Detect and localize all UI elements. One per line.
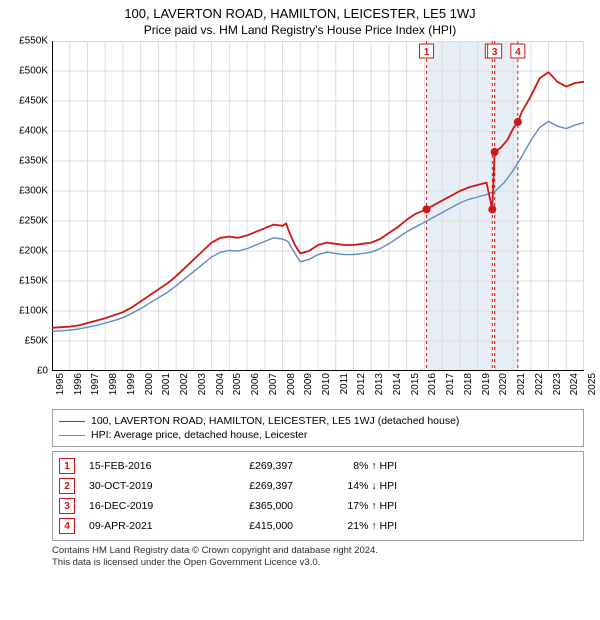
x-tick-label: 2007 (268, 373, 279, 395)
y-tick-label: £550K (19, 36, 48, 47)
event-pct: 8% ↑ HPI (307, 460, 397, 472)
event-date: 16-DEC-2019 (89, 500, 199, 512)
legend-label: 100, LAVERTON ROAD, HAMILTON, LEICESTER,… (91, 415, 459, 427)
y-tick-label: £350K (19, 156, 48, 167)
event-price: £415,000 (213, 520, 293, 532)
svg-text:1: 1 (424, 47, 430, 58)
y-tick-label: £400K (19, 126, 48, 137)
chart-svg: 1234 (52, 41, 584, 371)
x-tick-label: 2025 (587, 373, 598, 395)
x-tick-label: 2021 (516, 373, 527, 395)
y-tick-label: £100K (19, 306, 48, 317)
footer: Contains HM Land Registry data © Crown c… (52, 545, 584, 570)
event-date: 15-FEB-2016 (89, 460, 199, 472)
event-badge: 2 (59, 478, 75, 494)
x-tick-label: 2011 (339, 373, 350, 395)
x-tick-label: 2010 (321, 373, 332, 395)
event-date: 09-APR-2021 (89, 520, 199, 532)
y-tick-label: £50K (25, 336, 48, 347)
x-tick-label: 2012 (356, 373, 367, 395)
footer-line-1: Contains HM Land Registry data © Crown c… (52, 545, 584, 557)
x-tick-label: 1995 (55, 373, 66, 395)
plot-area: £0£50K£100K£150K£200K£250K£300K£350K£400… (52, 41, 584, 371)
event-row: 4 09-APR-2021 £415,000 21% ↑ HPI (59, 516, 577, 536)
svg-text:3: 3 (492, 47, 498, 58)
chart-container: 100, LAVERTON ROAD, HAMILTON, LEICESTER,… (0, 0, 600, 576)
event-badge: 3 (59, 498, 75, 514)
y-tick-label: £0 (37, 366, 48, 377)
x-tick-label: 2004 (215, 373, 226, 395)
event-badge: 4 (59, 518, 75, 534)
x-tick-label: 1999 (126, 373, 137, 395)
legend-item: 100, LAVERTON ROAD, HAMILTON, LEICESTER,… (59, 414, 577, 428)
y-tick-label: £250K (19, 216, 48, 227)
x-tick-label: 2008 (286, 373, 297, 395)
legend-swatch (59, 421, 85, 422)
x-tick-label: 1996 (73, 373, 84, 395)
x-tick-label: 2006 (250, 373, 261, 395)
y-tick-label: £450K (19, 96, 48, 107)
event-row: 3 16-DEC-2019 £365,000 17% ↑ HPI (59, 496, 577, 516)
x-tick-label: 2013 (374, 373, 385, 395)
x-tick-label: 2005 (232, 373, 243, 395)
x-tick-label: 2015 (410, 373, 421, 395)
footer-line-2: This data is licensed under the Open Gov… (52, 557, 584, 569)
x-tick-label: 2003 (197, 373, 208, 395)
x-tick-label: 1997 (90, 373, 101, 395)
x-tick-label: 2020 (498, 373, 509, 395)
x-tick-label: 2016 (427, 373, 438, 395)
x-tick-label: 1998 (108, 373, 119, 395)
y-tick-label: £300K (19, 186, 48, 197)
event-price: £269,397 (213, 480, 293, 492)
x-tick-label: 2024 (569, 373, 580, 395)
event-price: £365,000 (213, 500, 293, 512)
x-axis-labels: 1995 1996 1997 1998 1999 2000 2001 2002 2003 2004… (52, 371, 584, 405)
svg-text:4: 4 (515, 47, 521, 58)
event-pct: 17% ↑ HPI (307, 500, 397, 512)
event-price: £269,397 (213, 460, 293, 472)
x-tick-label: 2000 (144, 373, 155, 395)
x-tick-label: 2022 (534, 373, 545, 395)
chart-title: 100, LAVERTON ROAD, HAMILTON, LEICESTER,… (10, 6, 590, 21)
legend-label: HPI: Average price, detached house, Leic… (91, 429, 307, 441)
event-row: 1 15-FEB-2016 £269,397 8% ↑ HPI (59, 456, 577, 476)
x-tick-label: 2001 (161, 373, 172, 395)
x-tick-label: 2002 (179, 373, 190, 395)
legend: 100, LAVERTON ROAD, HAMILTON, LEICESTER,… (52, 409, 584, 447)
y-tick-label: £200K (19, 246, 48, 257)
event-badge: 1 (59, 458, 75, 474)
x-tick-label: 2017 (445, 373, 456, 395)
legend-item: HPI: Average price, detached house, Leic… (59, 428, 577, 442)
legend-swatch (59, 435, 85, 436)
x-tick-label: 2014 (392, 373, 403, 395)
y-tick-label: £500K (19, 66, 48, 77)
events-table: 1 15-FEB-2016 £269,397 8% ↑ HPI 2 30-OCT-2019… (52, 451, 584, 541)
x-tick-label: 2019 (481, 373, 492, 395)
x-tick-label: 2018 (463, 373, 474, 395)
x-tick-label: 2023 (552, 373, 563, 395)
y-tick-label: £150K (19, 276, 48, 287)
event-pct: 14% ↓ HPI (307, 480, 397, 492)
chart-subtitle: Price paid vs. HM Land Registry's House … (10, 23, 590, 37)
y-axis-labels: £0£50K£100K£150K£200K£250K£300K£350K£400… (10, 41, 50, 371)
x-tick-label: 2009 (303, 373, 314, 395)
event-pct: 21% ↑ HPI (307, 520, 397, 532)
event-row: 2 30-OCT-2019 £269,397 14% ↓ HPI (59, 476, 577, 496)
event-date: 30-OCT-2019 (89, 480, 199, 492)
